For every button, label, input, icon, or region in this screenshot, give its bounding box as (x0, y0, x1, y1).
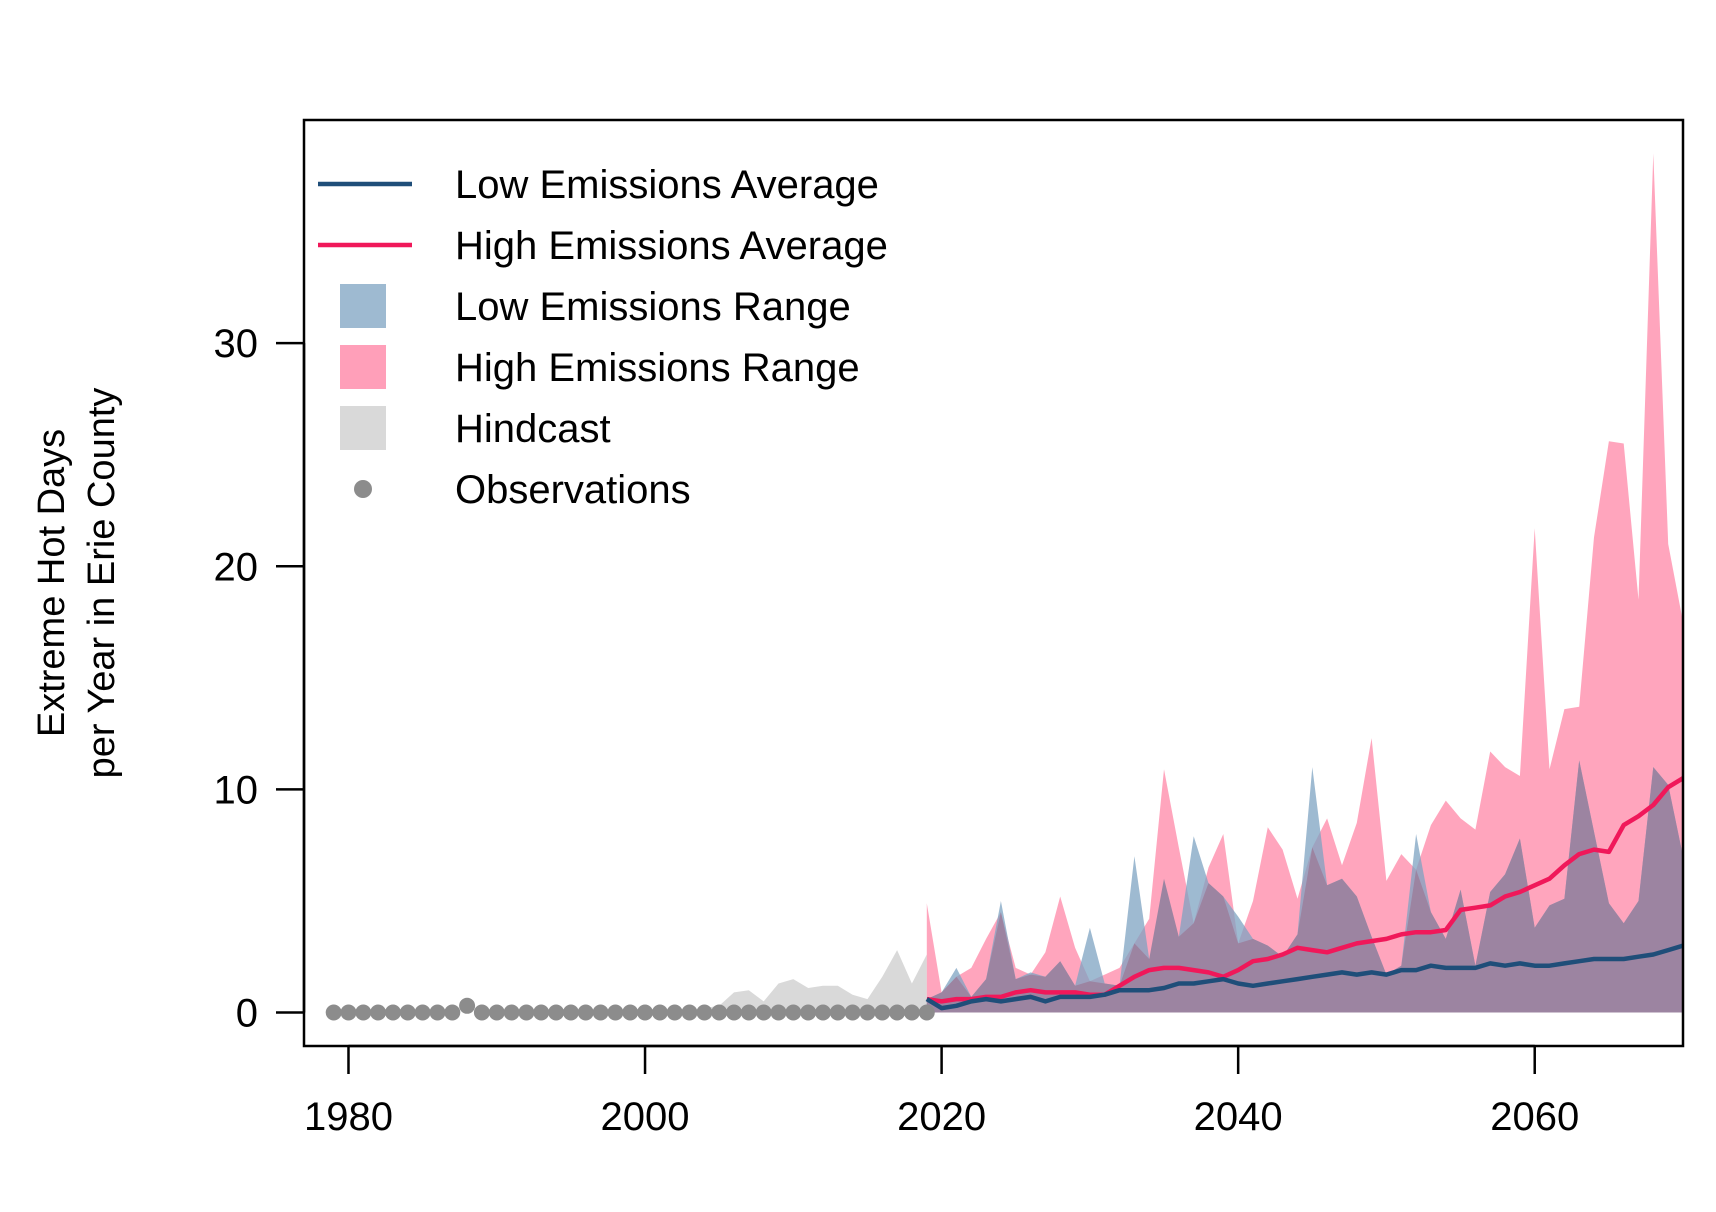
observation-point (488, 1004, 505, 1021)
observation-point (815, 1004, 831, 1021)
observation-point (844, 1004, 861, 1021)
observation-point (874, 1004, 891, 1021)
x-tick-label: 1980 (304, 1095, 393, 1139)
observation-point (414, 1004, 431, 1021)
legend-label: Low Emissions Average (455, 163, 879, 207)
observation-point (770, 1004, 787, 1021)
legend-box-swatch (340, 406, 386, 450)
observation-point (903, 1004, 920, 1021)
range-overlap-area (926, 760, 1683, 1013)
legend-item: High Emissions Average (318, 224, 888, 268)
observation-point (548, 1004, 565, 1021)
legend-item: Hindcast (340, 406, 611, 451)
hindcast-area (333, 950, 927, 1013)
observation-point (562, 1004, 579, 1021)
observation-point (429, 1004, 446, 1021)
observation-point (785, 1004, 802, 1021)
low-emissions-average-line (925, 943, 1683, 1011)
legend-box-swatch (340, 345, 386, 389)
legend-label: Low Emissions Range (455, 285, 851, 329)
observation-point (740, 1004, 757, 1021)
observation-point (622, 1004, 639, 1021)
observation-point (459, 997, 476, 1014)
observation-point (325, 1004, 342, 1021)
observation-point (829, 1004, 846, 1021)
y-tick-label: 20 (214, 545, 259, 589)
observation-point (533, 1004, 550, 1021)
observation-point (607, 1004, 624, 1021)
legend-label: Hindcast (455, 407, 611, 451)
observation-point (755, 1004, 772, 1021)
y-axis-title-line-2: per Year in Erie County (81, 388, 123, 779)
observation-point (577, 1004, 594, 1021)
x-tick-label: 2000 (601, 1095, 690, 1139)
legend-point-swatch (354, 480, 372, 498)
observation-point (651, 1004, 668, 1021)
high-emissions-range-area (926, 153, 1683, 1013)
y-tick-label: 30 (214, 322, 259, 366)
series-layer (325, 153, 1683, 1021)
legend-box-swatch (340, 284, 386, 328)
legend-item: Observations (354, 468, 691, 512)
y-tick-label: 0 (236, 992, 258, 1036)
observation-point (800, 1004, 817, 1021)
legend-item: High Emissions Range (340, 345, 860, 390)
observation-point (503, 1004, 520, 1021)
observation-point (889, 1004, 906, 1021)
observation-point (859, 1004, 876, 1021)
observation-point (385, 1004, 401, 1021)
observation-point (592, 1004, 609, 1021)
x-tick-label: 2020 (897, 1095, 986, 1139)
observation-point (370, 1004, 387, 1021)
y-axis-title-line-1: Extreme Hot Days (31, 429, 73, 737)
y-axis: 0 10 20 30 (214, 322, 306, 1036)
y-axis-title: Extreme Hot Days per Year in Erie County (31, 388, 123, 779)
observation-point (711, 1004, 728, 1021)
observation-point (681, 1004, 698, 1021)
observation-point (340, 1004, 357, 1021)
y-tick-label: 10 (214, 768, 259, 812)
observation-point (637, 1004, 653, 1021)
observation-point (918, 1004, 935, 1021)
legend-item: Low Emissions Range (340, 284, 851, 329)
observation-points (325, 997, 935, 1021)
legend: Low Emissions Average High Emissions Aver… (318, 163, 888, 512)
legend-label: High Emissions Average (455, 224, 888, 268)
observation-point (399, 1004, 416, 1021)
x-tick-label: 2060 (1490, 1095, 1579, 1139)
high-emissions-average-line (926, 776, 1683, 1004)
legend-item: Low Emissions Average (318, 163, 879, 207)
observation-point (444, 1004, 461, 1021)
observation-point (518, 1004, 535, 1021)
observation-point (355, 1004, 372, 1021)
observation-point (666, 1004, 683, 1021)
observation-point (696, 1004, 713, 1021)
observation-point (726, 1004, 742, 1021)
observation-point (473, 1004, 490, 1021)
x-axis: 1980 2000 2020 2040 2060 (304, 1044, 1579, 1139)
legend-label: High Emissions Range (455, 346, 860, 390)
legend-label: Observations (455, 468, 691, 512)
x-tick-label: 2040 (1194, 1095, 1283, 1139)
